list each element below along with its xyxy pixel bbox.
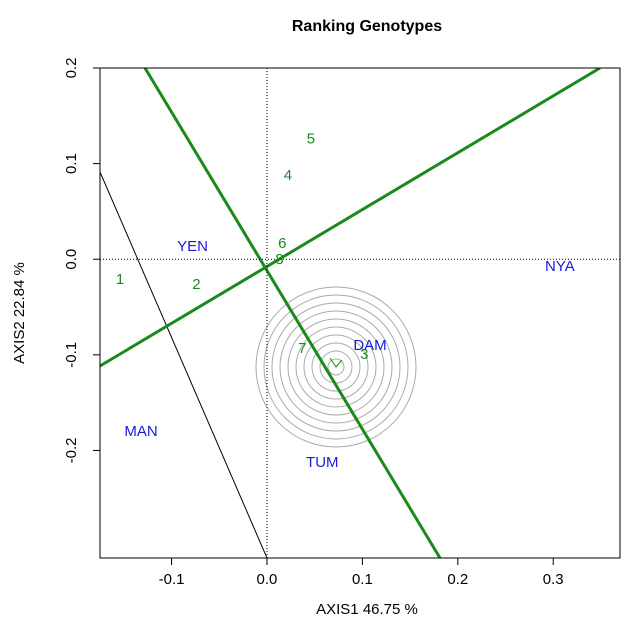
ideal-circles: [255, 286, 417, 448]
arrow: [329, 357, 343, 368]
genotype-label: 5: [307, 131, 315, 148]
average-axis: [100, 68, 601, 368]
genotype-label: 4: [284, 167, 292, 184]
y-tick-label: -0.1: [63, 342, 80, 368]
x-tick-label: 0.0: [257, 571, 278, 588]
y-tick-label: 0.1: [63, 153, 80, 174]
y-tick-label: -0.2: [63, 438, 80, 464]
plot-lines: [100, 68, 601, 558]
black-line: [100, 171, 268, 558]
environment-label: TUM: [306, 454, 339, 471]
chart-title: Ranking Genotypes: [292, 18, 442, 35]
environment-label: DAM: [353, 337, 386, 354]
genotype-label: 3: [360, 346, 368, 363]
environment-label: NYA: [545, 258, 575, 275]
environment-label: YEN: [177, 238, 208, 255]
genotype-label: 1: [116, 271, 124, 288]
x-axis-label: AXIS1 46.75 %: [316, 601, 418, 618]
x-tick-label: 0.2: [447, 571, 468, 588]
y-tick-label: 0.0: [63, 249, 80, 270]
plot-box: [99, 67, 621, 559]
perpendicular-axis: [143, 68, 442, 558]
x-tick-label: 0.3: [543, 571, 564, 588]
x-tick-label: -0.1: [159, 571, 185, 588]
genotype-label: 2: [192, 276, 200, 293]
genotype-label: 7: [298, 340, 306, 357]
genotype-label: 8: [275, 251, 283, 268]
environment-label: MAN: [124, 423, 157, 440]
genotype-label: 6: [278, 235, 286, 252]
y-axis-label: AXIS2 22.84 %: [11, 262, 28, 364]
x-tick-label: 0.1: [352, 571, 373, 588]
y-tick-label: 0.2: [63, 58, 80, 79]
